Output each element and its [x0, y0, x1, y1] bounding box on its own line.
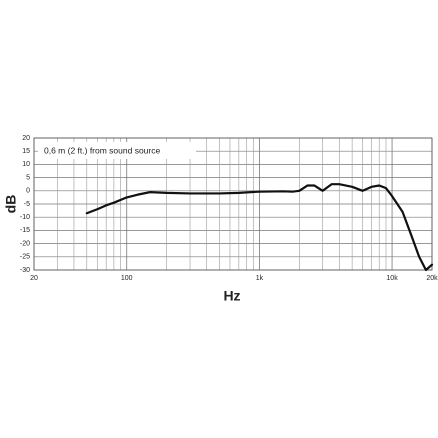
y-tick-label: -20 [20, 240, 30, 247]
y-tick-label: -30 [20, 267, 30, 274]
annotation: 0,6 m (2 ft.) from sound source [44, 145, 160, 155]
y-tick-label: 15 [22, 148, 30, 155]
response-curve [85, 183, 434, 272]
y-tick-label: -10 [20, 214, 30, 221]
y-tick-label: 0 [26, 188, 30, 195]
x-tick-label: 100 [121, 275, 133, 282]
annotation-bg [38, 142, 196, 159]
x-tick-label: 20k [426, 275, 438, 282]
x-tick-label: 1k [256, 275, 264, 282]
y-tick-label: 20 [22, 135, 30, 142]
y-tick-label: 5 [26, 174, 30, 181]
x-axis-label: Hz [223, 288, 240, 304]
x-tick-label: 20 [30, 275, 38, 282]
x-tick-label: 10k [386, 275, 398, 282]
y-tick-label: -25 [20, 254, 30, 261]
y-tick-label: -15 [20, 227, 30, 234]
y-tick-label: 10 [22, 161, 30, 168]
y-tick-label: -5 [24, 201, 30, 208]
plot-frame [33, 137, 433, 271]
y-axis-label: dB [3, 195, 19, 214]
